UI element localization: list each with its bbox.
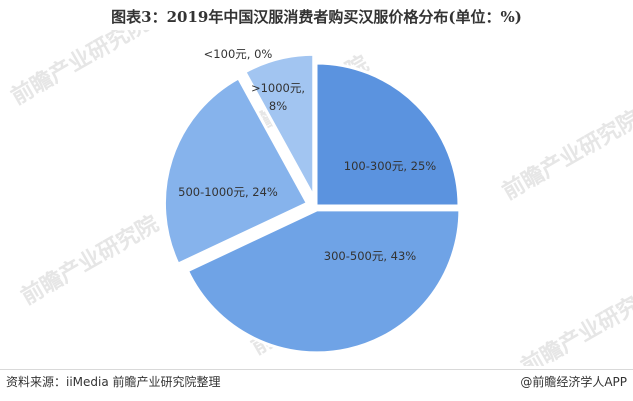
- pie-svg: 100-300元, 25% 300-500元, 43% 500-1000元, 24%…: [162, 47, 462, 355]
- label-300-500: 300-500元, 43%: [324, 249, 416, 263]
- slice-100-300: [314, 61, 461, 208]
- label-500-1000: 500-1000元, 24%: [178, 185, 278, 199]
- label-gt1000-line1: >1000元,: [251, 81, 305, 95]
- label-lt100: <100元, 0%: [204, 47, 273, 61]
- footer-divider: [0, 369, 633, 370]
- credit-note: @前瞻经济学人APP: [520, 375, 627, 389]
- source-note: 资料来源：iiMedia 前瞻产业研究院整理: [6, 375, 221, 389]
- pie-chart: 100-300元, 25% 300-500元, 43% 500-1000元, 24%…: [0, 30, 633, 366]
- label-gt1000-line2: 8%: [269, 99, 287, 113]
- slice-500-1000: [162, 75, 310, 267]
- slice-300-500: [185, 208, 462, 355]
- slice-gt1000: [242, 52, 316, 199]
- label-100-300: 100-300元, 25%: [344, 159, 436, 173]
- chart-title: 图表3：2019年中国汉服消费者购买汉服价格分布(单位：%): [111, 8, 522, 26]
